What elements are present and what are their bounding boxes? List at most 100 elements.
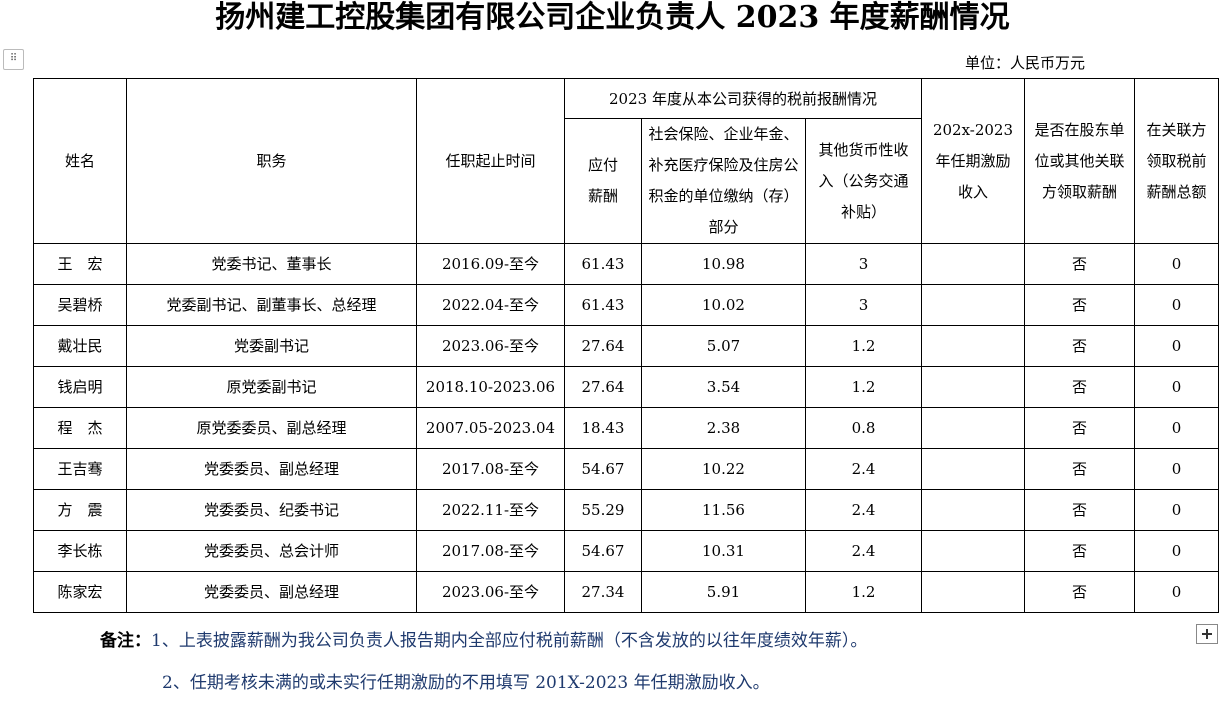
cell-related-total: 0 [1134,407,1219,449]
cell-incentive [921,489,1025,531]
cell-insurance: 10.31 [641,530,806,572]
cell-other: 1.2 [805,325,922,367]
cell-insurance: 10.98 [641,243,806,285]
cell-related: 否 [1024,325,1135,367]
add-row-icon[interactable] [1196,624,1218,644]
table-row: 戴壮民 党委副书记 2023.06-至今 27.64 5.07 1.2 否 0 [33,325,1219,367]
cell-incentive [921,448,1025,490]
cell-incentive [921,530,1025,572]
cell-salary: 27.34 [564,571,642,613]
cell-related-total: 0 [1134,530,1219,572]
cell-insurance: 10.02 [641,284,806,326]
cell-salary: 54.67 [564,530,642,572]
cell-related-total: 0 [1134,448,1219,490]
cell-salary: 54.67 [564,448,642,490]
note-1-text: 1、上表披露薪酬为我公司负责人报告期内全部应付税前薪酬（不含发放的以往年度绩效年… [151,631,868,651]
header-other: 其他货币性收入（公务交通补贴） [805,118,922,244]
cell-incentive [921,243,1025,285]
cell-insurance: 10.22 [641,448,806,490]
cell-related: 否 [1024,243,1135,285]
salary-table: 姓名 职务 任职起止时间 2023 年度从本公司获得的税前报酬情况 202x-2… [33,78,1219,613]
table-row: 王吉骞 党委委员、副总经理 2017.08-至今 54.67 10.22 2.4 否 0 [33,448,1219,490]
cell-position: 原党委副书记 [126,366,417,408]
cell-term: 2017.08-至今 [416,530,565,572]
cell-insurance: 5.07 [641,325,806,367]
header-name: 姓名 [33,78,127,244]
cell-other: 2.4 [805,448,922,490]
cell-position: 党委副书记 [126,325,417,367]
table-row: 程 杰原党委委员、副总经理 2007.05-2023.04 18.43 2.38 0.8… [33,407,1219,449]
cell-other: 2.4 [805,489,922,531]
header-group: 2023 年度从本公司获得的税前报酬情况 [564,78,922,119]
cell-term: 2023.06-至今 [416,571,565,613]
notes-label: 备注： [100,631,151,651]
cell-related: 否 [1024,448,1135,490]
cell-insurance: 3.54 [641,366,806,408]
table-row: 吴碧桥 党委副书记、副董事长、总经理 2022.04-至今 61.43 10.02 3 否 0 [33,284,1219,326]
cell-term: 2017.08-至今 [416,448,565,490]
header-related-total: 在关联方领取税前薪酬总额 [1134,78,1219,244]
cell-salary: 27.64 [564,366,642,408]
cell-term: 2016.09-至今 [416,243,565,285]
cell-related: 否 [1024,571,1135,613]
cell-other: 0.8 [805,407,922,449]
cell-related-total: 0 [1134,571,1219,613]
header-insurance: 社会保险、企业年金、补充医疗保险及住房公积金的单位缴纳（存）部分 [641,118,806,244]
cell-position: 党委书记、董事长 [126,243,417,285]
header-term: 任职起止时间 [416,78,565,244]
cell-related: 否 [1024,530,1135,572]
cell-term: 2018.10-2023.06 [416,366,565,408]
table-row: 李长栋 党委委员、总会计师 2017.08-至今 54.67 10.31 2.4 否 0 [33,530,1219,572]
cell-name: 王 宏 [33,243,127,285]
cell-incentive [921,571,1025,613]
cell-name: 吴碧桥 [33,284,127,326]
cell-other: 3 [805,284,922,326]
cell-related-total: 0 [1134,243,1219,285]
cell-position: 党委委员、总会计师 [126,530,417,572]
cell-salary: 27.64 [564,325,642,367]
cell-salary: 61.43 [564,284,642,326]
cell-other: 2.4 [805,530,922,572]
cell-name: 李长栋 [33,530,127,572]
cell-other: 1.2 [805,366,922,408]
unit-label: 单位：人民币万元 [965,54,1086,72]
cell-position: 原党委委员、副总经理 [126,407,417,449]
header-incentive: 202x-2023年任期激励收入 [921,78,1025,244]
cell-name: 方 震 [33,489,127,531]
cell-insurance: 5.91 [641,571,806,613]
cell-incentive [921,325,1025,367]
cell-name: 钱启明 [33,366,127,408]
cell-term: 2022.04-至今 [416,284,565,326]
cell-name: 程 杰 [33,407,127,449]
cell-incentive [921,366,1025,408]
cell-term: 2007.05-2023.04 [416,407,565,449]
cell-related: 否 [1024,489,1135,531]
cell-other: 1.2 [805,571,922,613]
header-salary: 应付薪酬 [564,118,642,244]
note-1: 备注：1、上表披露薪酬为我公司负责人报告期内全部应付税前薪酬（不含发放的以往年度… [100,626,867,651]
cell-salary: 18.43 [564,407,642,449]
cell-related-total: 0 [1134,284,1219,326]
table-move-handle-icon[interactable]: ⠿ [3,49,24,70]
cell-salary: 55.29 [564,489,642,531]
cell-insurance: 2.38 [641,407,806,449]
table-row: 王 宏党委书记、董事长 2016.09-至今 61.43 10.98 3 否 0 [33,243,1219,285]
cell-name: 王吉骞 [33,448,127,490]
header-position: 职务 [126,78,417,244]
cell-position: 党委委员、纪委书记 [126,489,417,531]
cell-position: 党委副书记、副董事长、总经理 [126,284,417,326]
cell-related: 否 [1024,407,1135,449]
cell-name: 陈家宏 [33,571,127,613]
cell-term: 2022.11-至今 [416,489,565,531]
table-row: 方 震党委委员、纪委书记 2022.11-至今 55.29 11.56 2.4 否 0 [33,489,1219,531]
header-related: 是否在股东单位或其他关联方领取薪酬 [1024,78,1135,244]
cell-related: 否 [1024,284,1135,326]
cell-related: 否 [1024,366,1135,408]
cell-salary: 61.43 [564,243,642,285]
cell-position: 党委委员、副总经理 [126,571,417,613]
cell-name: 戴壮民 [33,325,127,367]
note-2: 2、任期考核未满的或未实行任期激励的不用填写 201X-2023 年任期激励收入… [162,673,770,693]
table-row: 钱启明 原党委副书记 2018.10-2023.06 27.64 3.54 1.2 否 0 [33,366,1219,408]
cell-incentive [921,284,1025,326]
cell-related-total: 0 [1134,489,1219,531]
